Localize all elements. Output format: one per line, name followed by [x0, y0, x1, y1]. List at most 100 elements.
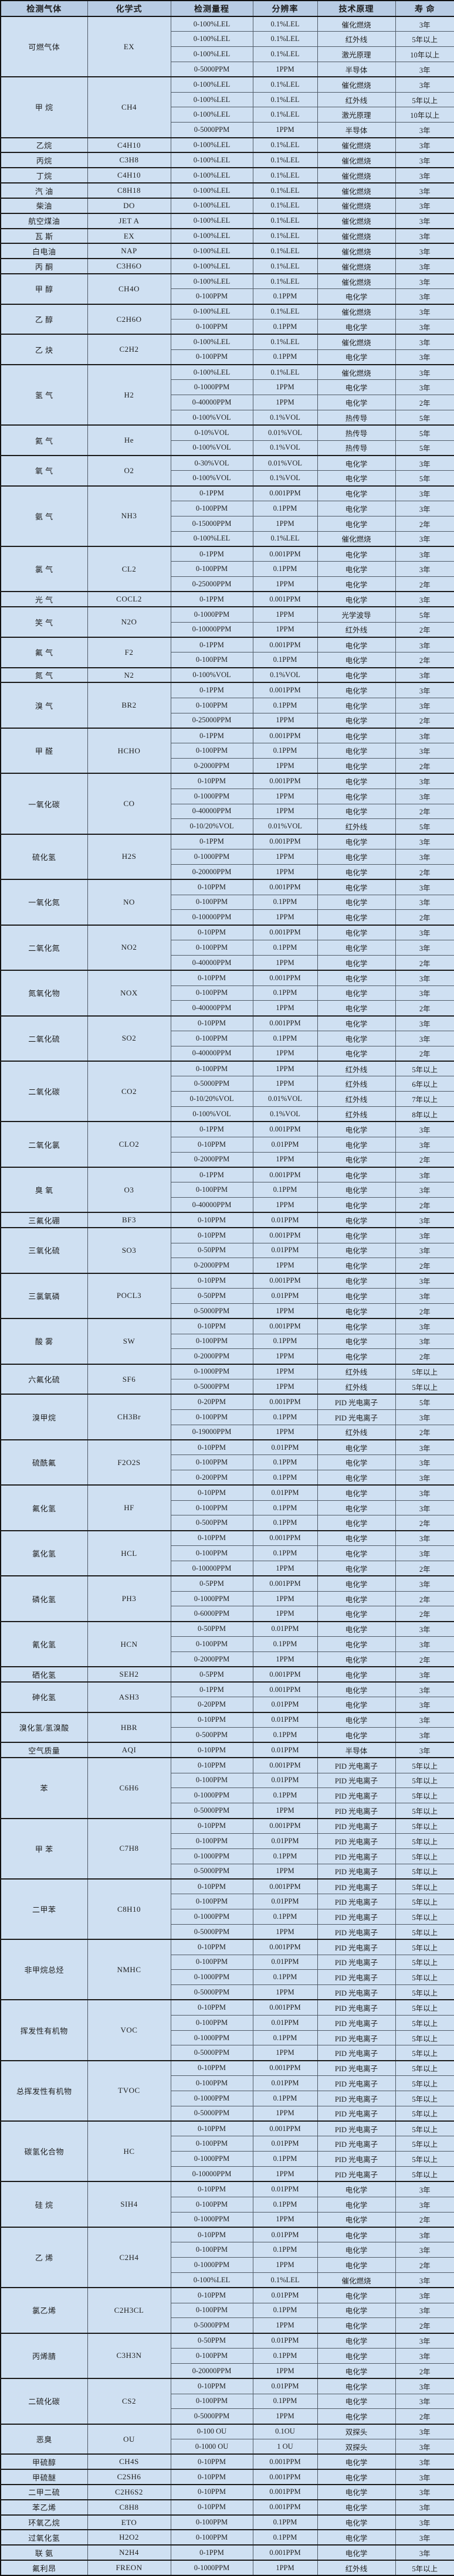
range-cell: 0-1000PPM [170, 788, 253, 804]
resolution-cell: 1PPM [252, 2363, 318, 2379]
range-cell: 0-100PPM [170, 501, 253, 516]
gas-name-cell: 丁烷 [0, 167, 88, 183]
column-header-4: 技术原理 [317, 0, 396, 17]
principle-cell: 电化学 [317, 2287, 396, 2303]
gas-name-cell: 环氧乙烷 [0, 2514, 88, 2530]
principle-cell: 电化学 [317, 924, 396, 941]
lifespan-cell: 3年 [395, 924, 454, 941]
lifespan-cell: 2年 [395, 1651, 454, 1667]
resolution-cell: 1PPM [252, 1606, 318, 1622]
range-cell: 0-100PPM [170, 1500, 253, 1516]
lifespan-cell: 3年 [395, 1697, 454, 1713]
principle-cell: 电化学 [317, 501, 396, 516]
resolution-cell: 0.1PPM [252, 1182, 318, 1198]
table-row: 0-100PPM 0.1PPM 电化学 3年 [1, 2196, 454, 2213]
principle-cell: 电化学 [317, 2544, 396, 2561]
principle-cell: 电化学 [317, 545, 396, 562]
range-cell: 0-100%LEL [170, 91, 253, 108]
table-row: 甲硫醚 C2SH6 0-10PPM 0.001PPM 电化学 3年 [0, 2469, 454, 2485]
gas-name-cell: 乙烷 [0, 137, 88, 153]
table-row: 总挥发性有机物 TVOC 0-10PPM 0.001PPM PID 光电离子 5年以上 [0, 2060, 454, 2122]
resolution-cell: 0.001PPM [252, 2060, 318, 2077]
range-cell: 0-50PPM [170, 1242, 253, 1259]
lifespan-cell: 3年 [395, 667, 454, 683]
lifespan-cell: 10年以上 [395, 107, 454, 123]
range-cell: 0-25000PPM [170, 712, 253, 729]
table-row: 氦 气 He 0-10%VOL 0.01%VOL 热传导 5年 [0, 424, 454, 456]
resolution-cell: 0.001PPM [252, 591, 318, 607]
range-cell: 0-100PPM [170, 940, 253, 956]
table-row: 砷化氢 ASH3 0-1PPM 0.001PPM 电化学 3年 [0, 1681, 454, 1713]
resolution-cell: 0.01PPM [252, 1697, 318, 1713]
principle-cell: 催化燃烧 [317, 182, 396, 199]
lifespan-cell: 5年 [395, 818, 454, 835]
resolution-cell: 0.1%LEL [252, 182, 318, 199]
formula-cell: H2O2 [87, 2529, 171, 2546]
resolution-cell: 0.01PPM [252, 1136, 318, 1153]
range-cell: 0-5000PPM [170, 1803, 253, 1819]
formula-cell: FREON [87, 2560, 171, 2576]
table-row: 0-100PPM 0.01PPM PID 光电离子 5年以上 [1, 1894, 454, 1910]
table-row: 0-6000PPM 1PPM 电化学 2年 [1, 1606, 454, 1622]
table-row: 过氧化氢 H2O2 0-100PPM 0.1PPM 电化学 3年 [0, 2529, 454, 2546]
range-cell: 0-100PPM [170, 652, 253, 668]
range-cell: 0-1000PPM [170, 2030, 253, 2046]
table-row: 0-100%LEL 0.1%LEL 红外线 5年以上 [1, 31, 454, 47]
table-row: 0-40000PPM 1PPM 电化学 2年 [1, 954, 454, 971]
resolution-cell: 0.001PPM [252, 773, 318, 789]
range-cell: 0-100%LEL [170, 46, 253, 62]
range-cell: 0-1000PPM [170, 2211, 253, 2228]
principle-cell: PID 光电离子 [317, 1894, 396, 1910]
principle-cell: 电化学 [317, 2181, 396, 2197]
range-cell: 0-100PPM [170, 1894, 253, 1910]
principle-cell: 电化学 [317, 788, 396, 804]
resolution-cell: 0.001PPM [252, 1817, 318, 1834]
table-row: 乙 炔 C2H2 0-100%LEL 0.1%LEL 催化燃烧 3年 [0, 334, 454, 365]
lifespan-cell: 5年 [395, 424, 454, 441]
gas-name-cell: 总挥发性有机物 [0, 2060, 88, 2122]
formula-cell: SW [87, 1318, 171, 1365]
range-cell: 0-1PPM [170, 1166, 253, 1183]
range-cell: 0-100PPM [170, 1182, 253, 1198]
principle-cell: 电化学 [317, 1545, 396, 1561]
lifespan-cell: 3年 [395, 1470, 454, 1486]
lifespan-cell: 3年 [395, 727, 454, 744]
resolution-cell: 0.001PPM [252, 485, 318, 501]
resolution-cell: 0.1PPM [252, 1333, 318, 1350]
range-cell: 0-100PPM [170, 1454, 253, 1470]
resolution-cell: 0.001PPM [252, 2499, 318, 2516]
table-row: 0-10000PPM 1PPM 红外线 2年 [1, 621, 454, 638]
formula-cell: O2 [87, 455, 171, 487]
resolution-cell: 0.1PPM [252, 1515, 318, 1531]
table-row: 氮 气 N2 0-100%VOL 0.1%VOL 电化学 3年 [0, 667, 454, 683]
range-cell: 0-10PPM [170, 2226, 253, 2243]
table-row: 0-20PPM 0.01PPM 电化学 3年 [1, 1697, 454, 1713]
principle-cell: 电化学 [317, 1515, 396, 1531]
range-cell: 0-10PPM [170, 1272, 253, 1289]
range-cell: 0-5000PPM [170, 1863, 253, 1880]
resolution-cell: 0.1PPM [252, 2030, 318, 2046]
principle-cell: 电化学 [317, 2317, 396, 2334]
gas-name-cell: 氟利昂 [0, 2560, 88, 2576]
principle-cell: 红外线 [317, 1424, 396, 1440]
resolution-cell: 0.001PPM [252, 879, 318, 895]
gas-name-cell: 联 氨 [0, 2544, 88, 2561]
resolution-cell: 1PPM [252, 1258, 318, 1274]
gas-name-cell: 溴化氢/氢溴酸 [0, 1711, 88, 1743]
principle-cell: 电化学 [317, 1651, 396, 1667]
resolution-cell: 0.1PPM [252, 652, 318, 668]
range-cell: 0-40000PPM [170, 395, 253, 411]
principle-cell: 电化学 [317, 1212, 396, 1228]
formula-cell: C2SH6 [87, 2469, 171, 2485]
resolution-cell: 0.1%LEL [252, 531, 318, 547]
lifespan-cell: 5年 [395, 410, 454, 426]
resolution-cell: 0.1%LEL [252, 197, 318, 214]
resolution-cell: 0.1PPM [252, 2393, 318, 2410]
table-row: 0-40000PPM 1PPM 电化学 2年 [1, 395, 454, 411]
lifespan-cell: 3年 [395, 743, 454, 759]
range-cell: 0-10PPM [170, 1999, 253, 2016]
lifespan-cell: 3年 [395, 288, 454, 305]
table-row: 0-10/20%VOL 0.01%VOL 红外线 7年以上 [1, 1091, 454, 1107]
range-cell: 0-5000PPM [170, 2317, 253, 2334]
table-row: 硫酰氟 F2O2S 0-10PPM 0.01PPM 电化学 3年 [0, 1439, 454, 1486]
